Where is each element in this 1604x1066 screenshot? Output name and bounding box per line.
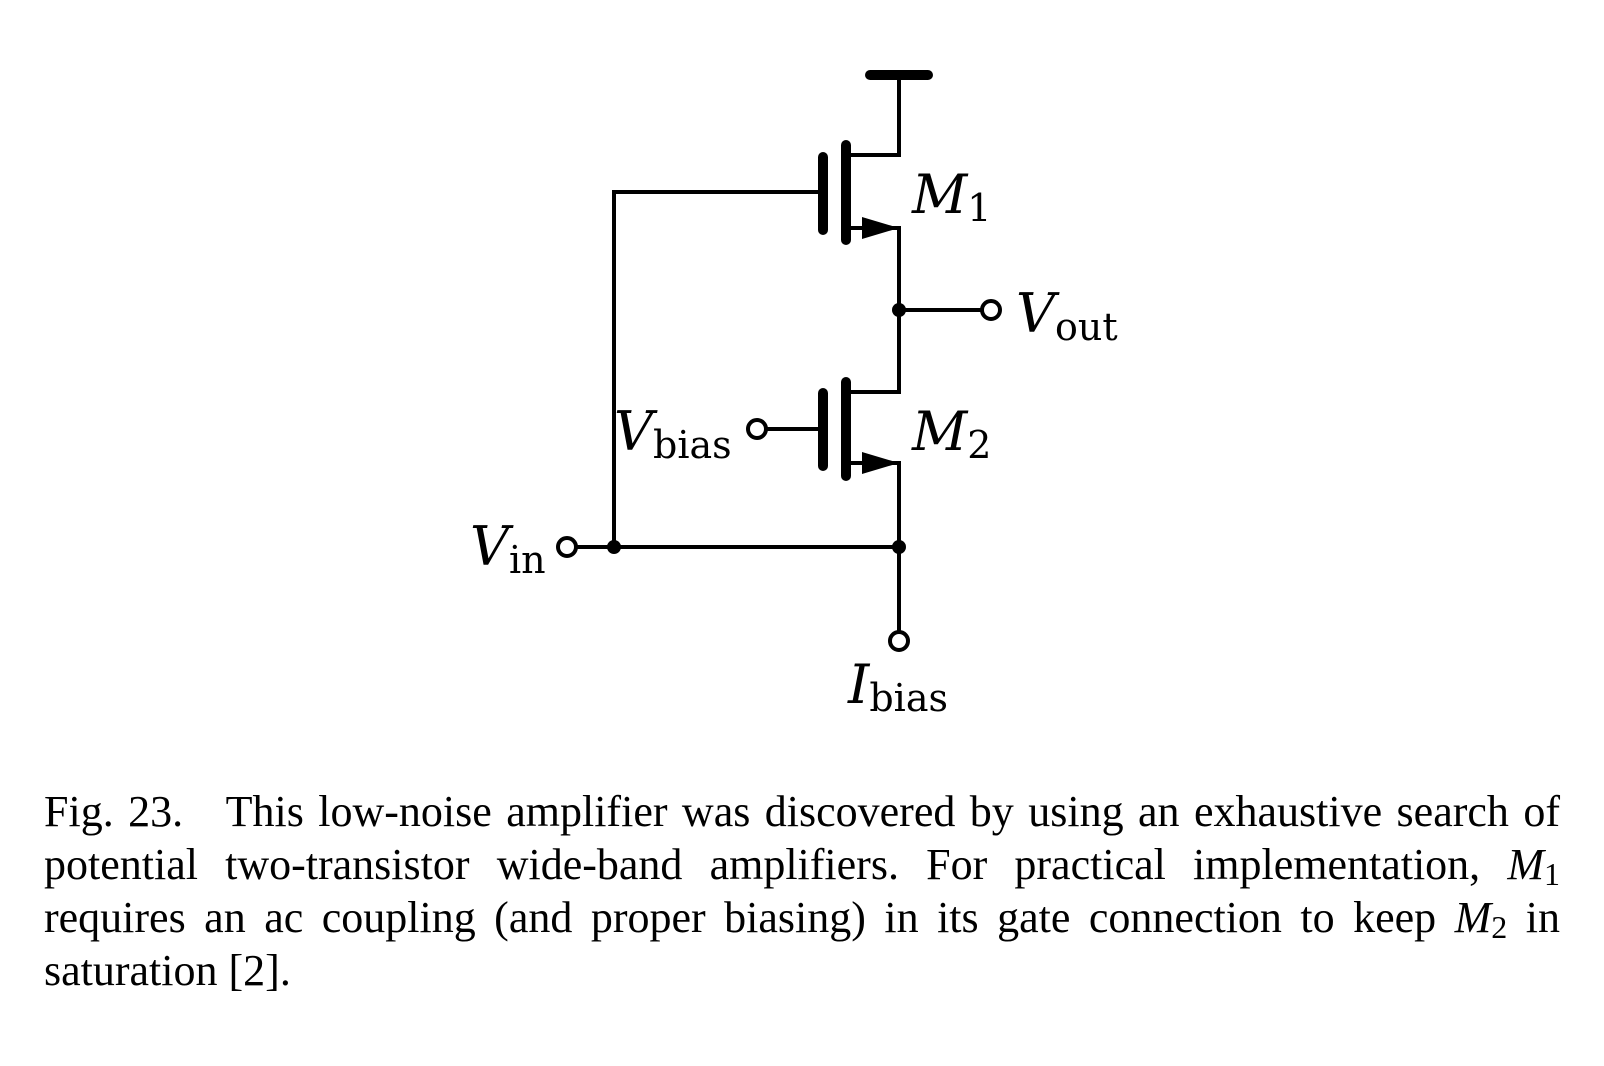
caption-part1: This low-noise amplifier was discovered … xyxy=(44,787,1560,889)
vbias-terminal xyxy=(746,418,768,440)
caption-prefix: Fig. 23. xyxy=(44,787,184,836)
caption-part2: requires an ac coupling (and proper bias… xyxy=(44,893,1437,942)
figure-caption: Fig. 23. This low-noise amplifier was di… xyxy=(44,785,1560,997)
caption-part3: in saturation [2]. xyxy=(44,893,1561,995)
label-m1: M1 xyxy=(911,163,991,230)
caption-m2: M2 xyxy=(1454,893,1508,945)
transistor-m2 xyxy=(746,377,901,481)
vout-terminal xyxy=(980,299,1002,321)
m2-source-arrow xyxy=(862,452,899,474)
vin-terminal xyxy=(556,536,578,558)
caption-m1: M1 xyxy=(1507,840,1561,892)
label-vout: Vout xyxy=(1016,282,1118,349)
label-ibias: Ibias xyxy=(847,653,948,720)
ibias-terminal xyxy=(888,630,910,652)
source-junction-dot xyxy=(892,540,906,554)
label-vin: Vin xyxy=(470,515,546,582)
transistor-m1 xyxy=(612,140,901,245)
vin-junction-dot xyxy=(607,540,621,554)
label-vbias: Vbias xyxy=(614,400,732,467)
label-m2: M2 xyxy=(911,400,991,467)
m1-source-arrow xyxy=(862,217,899,239)
lna-circuit-diagram: M1 Vout Vbias M2 Vin Ibias xyxy=(470,70,1118,720)
vout-junction-dot xyxy=(892,303,906,317)
